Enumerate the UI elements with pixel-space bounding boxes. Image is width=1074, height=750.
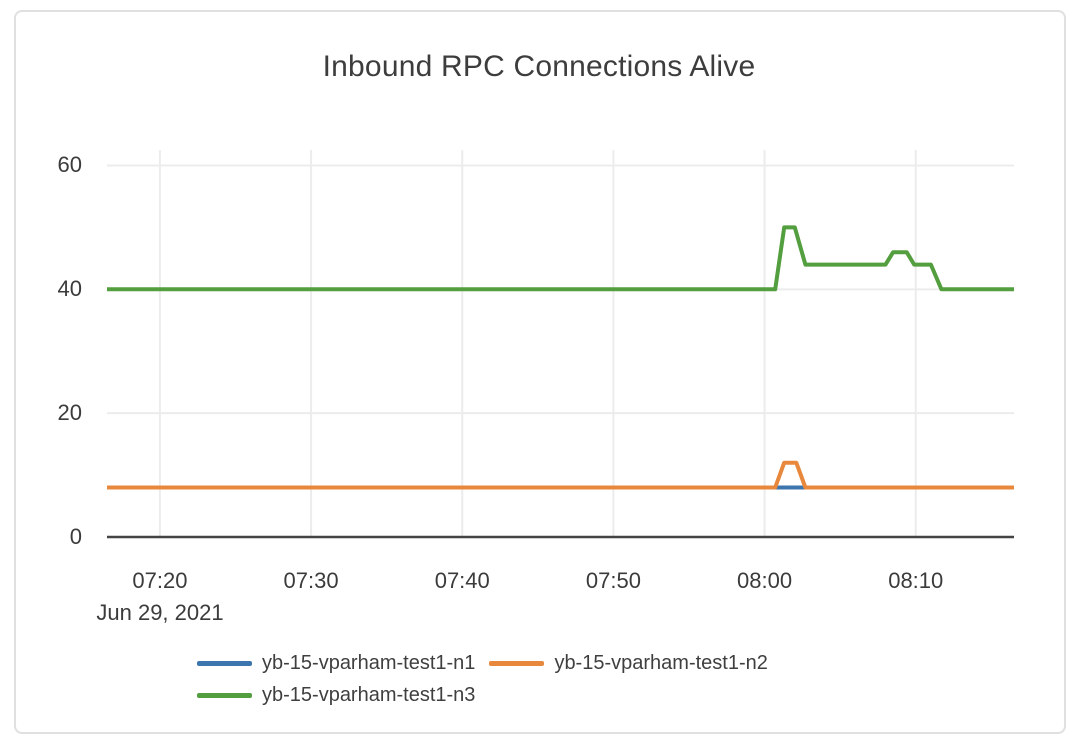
x-tick-label-08-10: 08:10	[888, 568, 944, 593]
legend-label: yb-15-vparham-test1-n3	[262, 684, 476, 706]
legend-swatch-icon	[489, 661, 545, 666]
line-series-yb-15-vparham-test1-n3[interactable]	[107, 225, 1014, 292]
chart-legend: yb-15-vparham-test1-n1 yb-15-vparham-test…	[197, 652, 897, 707]
legend-item-yb-15-vparham-test1-n2[interactable]: yb-15-vparham-test1-n2	[489, 652, 768, 675]
y-tick-label-60: 60	[57, 152, 82, 178]
legend-label: yb-15-vparham-test1-n1	[262, 652, 476, 674]
y-tick-label-20: 20	[57, 400, 82, 426]
legend-item-yb-15-vparham-test1-n3[interactable]: yb-15-vparham-test1-n3	[197, 684, 475, 707]
x-tick-label-08-00: 08:00	[737, 568, 793, 593]
chart-title: Inbound RPC Connections Alive	[322, 50, 756, 83]
legend-swatch-icon	[197, 661, 252, 666]
x-tick-label-07-30: 07:30	[283, 568, 339, 593]
x-tick-label-07-50: 07:50	[585, 568, 641, 593]
legend-item-yb-15-vparham-test1-n1[interactable]: yb-15-vparham-test1-n1	[197, 652, 475, 675]
x-tick-label-07-20: 07:20	[132, 568, 188, 593]
line-series-yb-15-vparham-test1-n2[interactable]	[107, 460, 1014, 490]
y-tick-label-0: 0	[69, 524, 82, 549]
chart-card	[14, 10, 1066, 734]
y-tick-label-40: 40	[57, 276, 82, 302]
x-tick-label-07-40: 07:40	[434, 568, 490, 593]
x-axis-date-label: Jun 29, 2021	[96, 600, 224, 625]
legend-label: yb-15-vparham-test1-n2	[554, 652, 768, 674]
legend-swatch-icon	[197, 693, 252, 698]
